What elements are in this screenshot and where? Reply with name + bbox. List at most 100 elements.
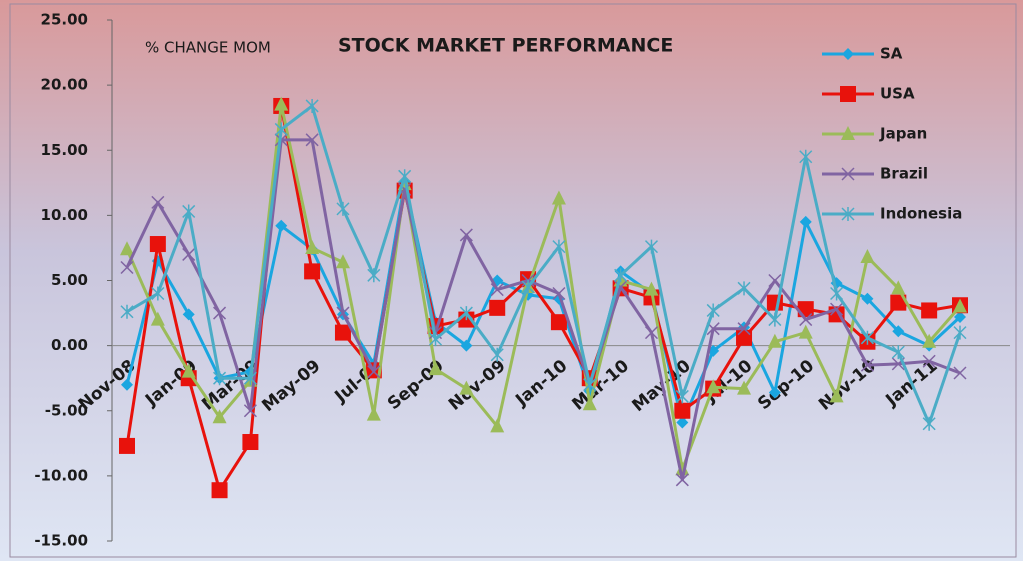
marker bbox=[644, 326, 659, 340]
marker bbox=[459, 306, 473, 321]
marker bbox=[120, 304, 134, 319]
marker bbox=[891, 345, 905, 360]
marker bbox=[675, 473, 689, 487]
y-tick-label: 10.00 bbox=[41, 206, 88, 224]
marker bbox=[428, 332, 443, 347]
chart-subtitle: % CHANGE MOM bbox=[145, 39, 271, 57]
marker bbox=[459, 380, 474, 395]
y-tick-label: 15.00 bbox=[41, 141, 88, 159]
marker bbox=[861, 292, 874, 305]
chart-title: STOCK MARKET PERFORMANCE bbox=[338, 35, 673, 57]
y-tick-label: 0.00 bbox=[51, 336, 88, 354]
legend-marker bbox=[841, 126, 855, 140]
marker bbox=[799, 313, 813, 327]
marker bbox=[119, 437, 135, 454]
marker bbox=[305, 133, 319, 147]
marker bbox=[583, 377, 597, 392]
marker bbox=[674, 402, 691, 419]
legend-marker bbox=[841, 167, 855, 181]
marker bbox=[768, 273, 782, 288]
marker bbox=[737, 380, 752, 395]
legend-marker bbox=[840, 86, 856, 102]
y-tick-label: 25.00 bbox=[41, 11, 88, 29]
marker bbox=[428, 361, 443, 376]
marker bbox=[922, 354, 936, 368]
marker bbox=[181, 363, 196, 378]
series-line bbox=[125, 138, 961, 482]
marker bbox=[767, 333, 782, 348]
marker bbox=[890, 294, 907, 311]
marker bbox=[150, 311, 165, 326]
marker bbox=[799, 215, 812, 228]
series-line bbox=[125, 181, 962, 424]
marker bbox=[891, 280, 906, 295]
marker bbox=[305, 239, 320, 254]
marker bbox=[799, 149, 813, 164]
legend-label: USA bbox=[880, 85, 915, 103]
marker bbox=[582, 396, 597, 411]
marker bbox=[151, 286, 165, 301]
marker bbox=[274, 96, 289, 111]
marker bbox=[334, 324, 351, 341]
marker bbox=[892, 325, 905, 338]
marker bbox=[149, 236, 166, 253]
marker bbox=[675, 461, 690, 476]
marker bbox=[922, 333, 937, 348]
marker bbox=[860, 358, 874, 372]
marker bbox=[243, 404, 257, 418]
marker bbox=[550, 314, 567, 331]
legend-label: SA bbox=[880, 45, 903, 63]
marker bbox=[490, 283, 504, 297]
marker bbox=[675, 389, 689, 404]
marker bbox=[921, 302, 938, 319]
marker bbox=[830, 302, 844, 316]
marker bbox=[552, 239, 566, 254]
marker bbox=[275, 219, 288, 232]
legend-label: Indonesia bbox=[880, 205, 962, 223]
marker bbox=[706, 379, 721, 394]
y-tick-label: -10.00 bbox=[34, 466, 88, 484]
marker bbox=[213, 371, 227, 386]
y-tick-label: -15.00 bbox=[34, 532, 88, 550]
marker bbox=[644, 239, 659, 254]
marker bbox=[798, 324, 813, 339]
marker bbox=[521, 280, 535, 295]
marker bbox=[490, 418, 505, 433]
marker bbox=[737, 281, 751, 296]
marker bbox=[706, 303, 720, 318]
marker bbox=[304, 263, 321, 280]
marker bbox=[460, 339, 473, 352]
marker bbox=[335, 254, 350, 269]
series-line bbox=[126, 104, 962, 426]
marker bbox=[182, 204, 196, 219]
marker bbox=[336, 201, 350, 216]
marker bbox=[336, 306, 350, 320]
y-tick-label: -5.00 bbox=[45, 401, 88, 419]
marker bbox=[953, 325, 967, 340]
marker bbox=[829, 388, 844, 403]
marker bbox=[768, 386, 781, 399]
legend-marker bbox=[841, 207, 855, 221]
marker bbox=[120, 241, 134, 256]
marker bbox=[552, 286, 566, 301]
marker bbox=[953, 298, 967, 313]
legend-label: Brazil bbox=[880, 165, 928, 183]
marker bbox=[182, 247, 196, 261]
marker bbox=[212, 409, 227, 424]
y-tick-label: 20.00 bbox=[41, 76, 88, 94]
marker bbox=[367, 268, 381, 283]
marker bbox=[243, 371, 257, 386]
legend-marker bbox=[842, 48, 854, 60]
marker bbox=[367, 365, 381, 379]
marker bbox=[121, 378, 133, 391]
marker bbox=[213, 306, 227, 320]
marker bbox=[489, 299, 506, 316]
marker bbox=[768, 312, 782, 327]
marker bbox=[182, 308, 195, 321]
marker bbox=[614, 268, 628, 283]
marker bbox=[644, 281, 659, 296]
marker bbox=[860, 330, 874, 345]
marker bbox=[736, 329, 753, 346]
marker bbox=[305, 98, 319, 113]
marker bbox=[830, 286, 844, 301]
